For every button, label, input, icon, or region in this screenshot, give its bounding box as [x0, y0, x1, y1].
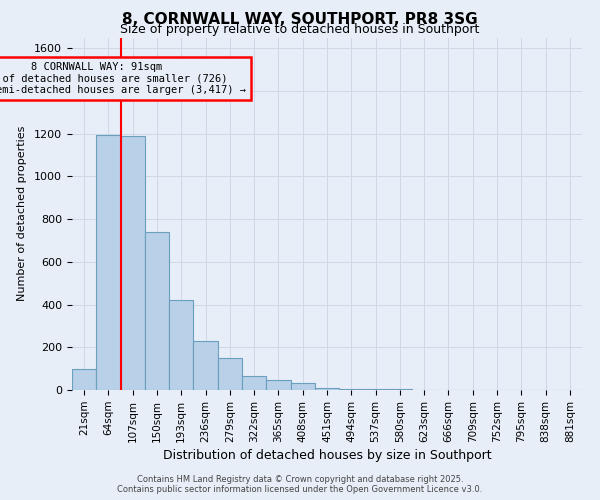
Bar [339, 389, 364, 390]
Bar [315, 388, 339, 390]
Text: Size of property relative to detached houses in Southport: Size of property relative to detached ho… [121, 22, 479, 36]
Text: 8, CORNWALL WAY, SOUTHPORT, PR8 3SG: 8, CORNWALL WAY, SOUTHPORT, PR8 3SG [122, 12, 478, 28]
Bar [169, 300, 193, 390]
Bar [290, 383, 315, 390]
Text: 8 CORNWALL WAY: 91sqm
← 17% of detached houses are smaller (726)
82% of semi-det: 8 CORNWALL WAY: 91sqm ← 17% of detached … [0, 62, 246, 96]
Bar [193, 342, 218, 390]
Text: Contains HM Land Registry data © Crown copyright and database right 2025.
Contai: Contains HM Land Registry data © Crown c… [118, 474, 482, 494]
Bar [145, 232, 169, 390]
X-axis label: Distribution of detached houses by size in Southport: Distribution of detached houses by size … [163, 449, 491, 462]
Y-axis label: Number of detached properties: Number of detached properties [17, 126, 27, 302]
Bar [96, 135, 121, 390]
Bar [121, 136, 145, 390]
Bar [242, 376, 266, 390]
Bar [364, 389, 388, 390]
Bar [266, 380, 290, 390]
Bar [72, 368, 96, 390]
Bar [218, 358, 242, 390]
